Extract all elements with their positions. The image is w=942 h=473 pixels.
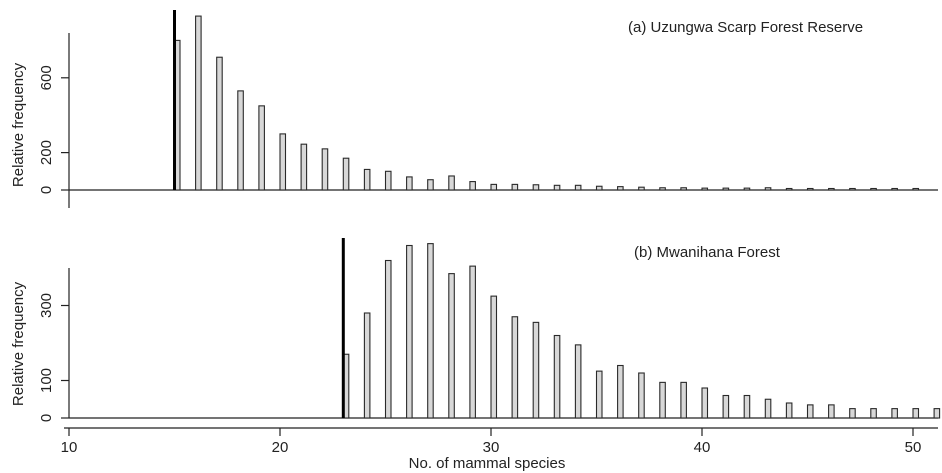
a-bar [553,184,561,191]
a-bar [638,186,645,191]
x-tick-label: 50 [905,439,922,456]
panel-a: (a) Uzungwa Scarp Forest Reserve Relativ… [10,10,938,208]
b-bar [638,372,645,419]
x-axis-title: No. of mammal species [409,455,566,472]
b-bar [617,364,624,419]
a-bar [300,143,308,191]
b-bar [680,381,687,419]
b-bar [595,370,603,419]
a-bar [743,187,751,191]
panel-a-ylabel: Relative frequency [10,62,27,187]
b-y-tick-label: 100 [38,368,55,393]
b-bar [384,259,392,419]
a-bar [384,170,392,191]
a-bar [406,176,413,191]
b-bar [785,402,793,419]
a-bar [511,183,519,191]
a-bar [659,187,666,191]
b-bar [722,394,730,419]
b-bar [743,394,751,419]
a-bar [321,148,329,191]
a-bar [195,15,202,191]
b-bar [553,334,561,419]
a-y-tick-label: 600 [38,65,55,90]
b-bar [806,404,814,419]
a-bar [617,186,624,191]
panel-b-x-ticks: 10 20 30 40 50 [61,428,922,456]
panel-b-title: (b) Mwanihana Forest [634,244,781,261]
x-tick-label: 10 [61,439,78,456]
b-bar [891,408,898,419]
b-bar [701,387,709,419]
x-tick-label: 40 [694,439,711,456]
a-bar [448,175,455,191]
b-bar [363,312,371,419]
a-bar [912,187,920,191]
a-bar [595,185,603,191]
b-bar [849,408,856,419]
x-tick-label: 30 [483,439,500,456]
a-bar [870,187,877,191]
a-bar [279,133,287,191]
b-bar [469,265,476,419]
a-bar [785,187,793,191]
a-bar [532,184,540,191]
b-bar [912,408,920,419]
a-bar [490,183,498,191]
panel-b-y-ticks: 0 100 300 [38,293,69,422]
a-bar [701,187,709,191]
a-bar [216,56,223,191]
a-y-tick-label: 0 [38,186,55,194]
b-bar [427,243,434,419]
a-bar [849,187,856,191]
b-bar [490,295,498,419]
a-bar [806,187,814,191]
b-bar [532,321,540,419]
panel-a-y-ticks: 0 200 600 [38,65,69,194]
b-bar [448,273,455,419]
b-y-tick-label: 0 [38,414,55,422]
panel-b-ylabel: Relative frequency [10,281,27,406]
a-bar [258,105,265,191]
a-bar [680,187,687,191]
b-bar [933,408,941,419]
a-bar [764,187,772,191]
a-bar [828,187,835,191]
a-y-tick-label: 200 [38,140,55,165]
b-bar [574,344,582,419]
b-bar [828,404,835,419]
panel-a-bars [173,15,920,191]
b-y-tick-label: 300 [38,293,55,318]
panel-b: (b) Mwanihana Forest Relative frequency … [10,238,941,472]
a-bar [237,90,244,191]
panel-a-title: (a) Uzungwa Scarp Forest Reserve [628,19,863,36]
b-bar [406,244,413,419]
x-tick-label: 20 [272,439,289,456]
b-bar [511,316,519,419]
a-bar [722,187,730,191]
panel-b-bars [342,243,941,419]
a-bar [427,179,434,191]
a-bar [363,168,371,191]
b-bar [764,398,772,419]
b-bar [659,381,666,419]
b-bar [870,408,877,419]
a-bar [891,187,898,191]
a-bar [574,184,582,191]
a-bar [469,181,476,191]
a-bar [342,157,350,191]
